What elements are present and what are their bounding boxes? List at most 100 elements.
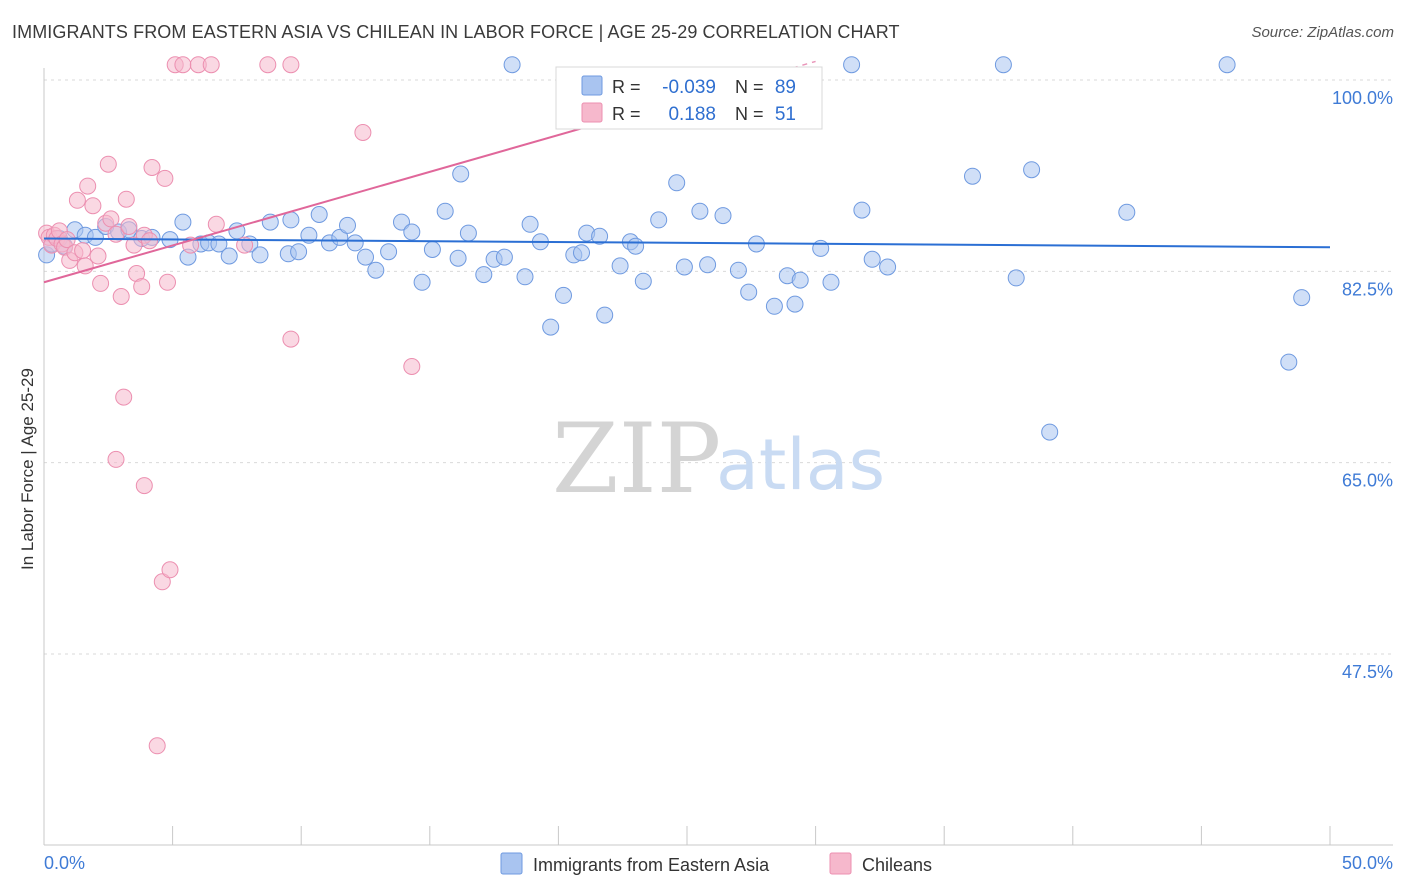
point-eastern-asia: [1118, 203, 1136, 221]
point-chileans: [133, 278, 151, 296]
source-credit: Source: ZipAtlas.com: [1251, 24, 1394, 41]
y-tick-label: 82.5%: [1342, 279, 1393, 299]
point-eastern-asia: [542, 318, 560, 336]
y-tick-label: 47.5%: [1342, 662, 1393, 682]
point-chileans: [156, 169, 174, 187]
point-eastern-asia: [521, 215, 539, 233]
point-eastern-asia: [596, 306, 614, 324]
point-chileans: [259, 56, 277, 74]
point-eastern-asia: [786, 295, 804, 313]
point-chileans: [282, 330, 300, 348]
point-eastern-asia: [650, 211, 668, 229]
point-eastern-asia: [300, 226, 318, 244]
stats-r-label-blue: R =: [612, 77, 641, 97]
point-eastern-asia: [668, 174, 686, 192]
point-eastern-asia: [591, 227, 609, 245]
point-eastern-asia: [627, 237, 645, 255]
trend-line-eastern-asia: [43, 237, 1331, 249]
stats-n-label-blue: N =: [735, 77, 764, 97]
point-eastern-asia: [879, 258, 897, 276]
point-eastern-asia: [282, 211, 300, 229]
point-chileans: [207, 215, 225, 233]
point-eastern-asia: [1293, 289, 1311, 307]
point-chileans: [403, 358, 421, 375]
point-eastern-asia: [503, 56, 521, 74]
legend-swatch-chileans: [829, 852, 852, 875]
point-chileans: [161, 561, 179, 579]
point-chileans: [117, 190, 135, 208]
series-legend: Immigrants from Eastern Asia Chileans: [500, 852, 932, 875]
data-points: [38, 56, 1311, 755]
point-chileans: [74, 242, 92, 260]
point-eastern-asia: [699, 256, 717, 274]
stats-r-label-pink: R =: [612, 104, 641, 124]
point-chileans: [143, 159, 161, 176]
point-chileans: [79, 177, 97, 195]
axes: [43, 68, 1393, 846]
point-chileans: [125, 236, 143, 254]
point-chileans: [84, 197, 102, 215]
point-eastern-asia: [380, 243, 398, 261]
point-eastern-asia: [740, 283, 758, 301]
point-eastern-asia: [436, 202, 454, 220]
x-tick-label: 0.0%: [44, 853, 85, 873]
point-eastern-asia: [367, 261, 385, 279]
point-chileans: [89, 247, 107, 265]
point-eastern-asia: [251, 246, 269, 264]
point-chileans: [92, 274, 110, 292]
point-eastern-asia: [393, 213, 410, 231]
y-tick-label: 65.0%: [1342, 471, 1393, 491]
x-tick-label: 50.0%: [1342, 853, 1393, 873]
stats-r-value-pink: 0.188: [668, 104, 716, 125]
point-eastern-asia: [495, 248, 513, 266]
point-chileans: [120, 218, 138, 235]
point-eastern-asia: [1007, 269, 1025, 287]
y-tick-label: 100.0%: [1332, 88, 1393, 108]
point-eastern-asia: [611, 257, 629, 275]
point-eastern-asia: [994, 56, 1012, 74]
stats-swatch-pink: [581, 102, 603, 123]
legend-label-eastern-asia: Immigrants from Eastern Asia: [533, 855, 770, 875]
point-eastern-asia: [403, 223, 421, 241]
point-eastern-asia: [475, 266, 493, 284]
point-chileans: [148, 737, 166, 755]
point-chileans: [99, 155, 117, 173]
legend-swatch-eastern-asia: [500, 852, 523, 875]
point-eastern-asia: [339, 216, 356, 234]
point-chileans: [202, 56, 220, 74]
point-eastern-asia: [634, 272, 652, 290]
point-eastern-asia: [691, 202, 709, 220]
stats-r-value-blue: -0.039: [662, 77, 716, 98]
watermark: ZIP atlas: [552, 403, 885, 515]
point-eastern-asia: [423, 241, 441, 258]
watermark-atlas: atlas: [716, 424, 885, 506]
point-chileans: [153, 573, 171, 591]
stats-n-value-pink: 51: [775, 104, 796, 125]
point-eastern-asia: [459, 224, 477, 242]
point-chileans: [68, 191, 86, 209]
point-chileans: [107, 450, 125, 468]
point-eastern-asia: [346, 234, 364, 252]
stats-n-label-pink: N =: [735, 104, 764, 124]
point-eastern-asia: [357, 248, 374, 266]
point-eastern-asia: [791, 271, 809, 289]
point-eastern-asia: [413, 273, 431, 291]
x-tick-labels: 0.0% 50.0%: [44, 853, 1393, 873]
point-eastern-asia: [555, 286, 572, 304]
point-eastern-asia: [290, 243, 308, 261]
point-chileans: [236, 236, 254, 254]
point-eastern-asia: [729, 261, 747, 279]
point-eastern-asia: [853, 201, 871, 219]
point-chileans: [112, 288, 130, 305]
point-eastern-asia: [863, 250, 881, 268]
point-eastern-asia: [1280, 353, 1298, 371]
point-eastern-asia: [1218, 56, 1236, 74]
point-eastern-asia: [449, 249, 467, 267]
point-eastern-asia: [1023, 161, 1041, 179]
point-chileans: [174, 56, 192, 74]
point-eastern-asia: [220, 247, 238, 265]
stats-legend-box: R = -0.039 N = 89 R = 0.188 N = 51: [555, 66, 823, 130]
point-chileans: [115, 388, 133, 406]
point-eastern-asia: [1041, 423, 1059, 441]
